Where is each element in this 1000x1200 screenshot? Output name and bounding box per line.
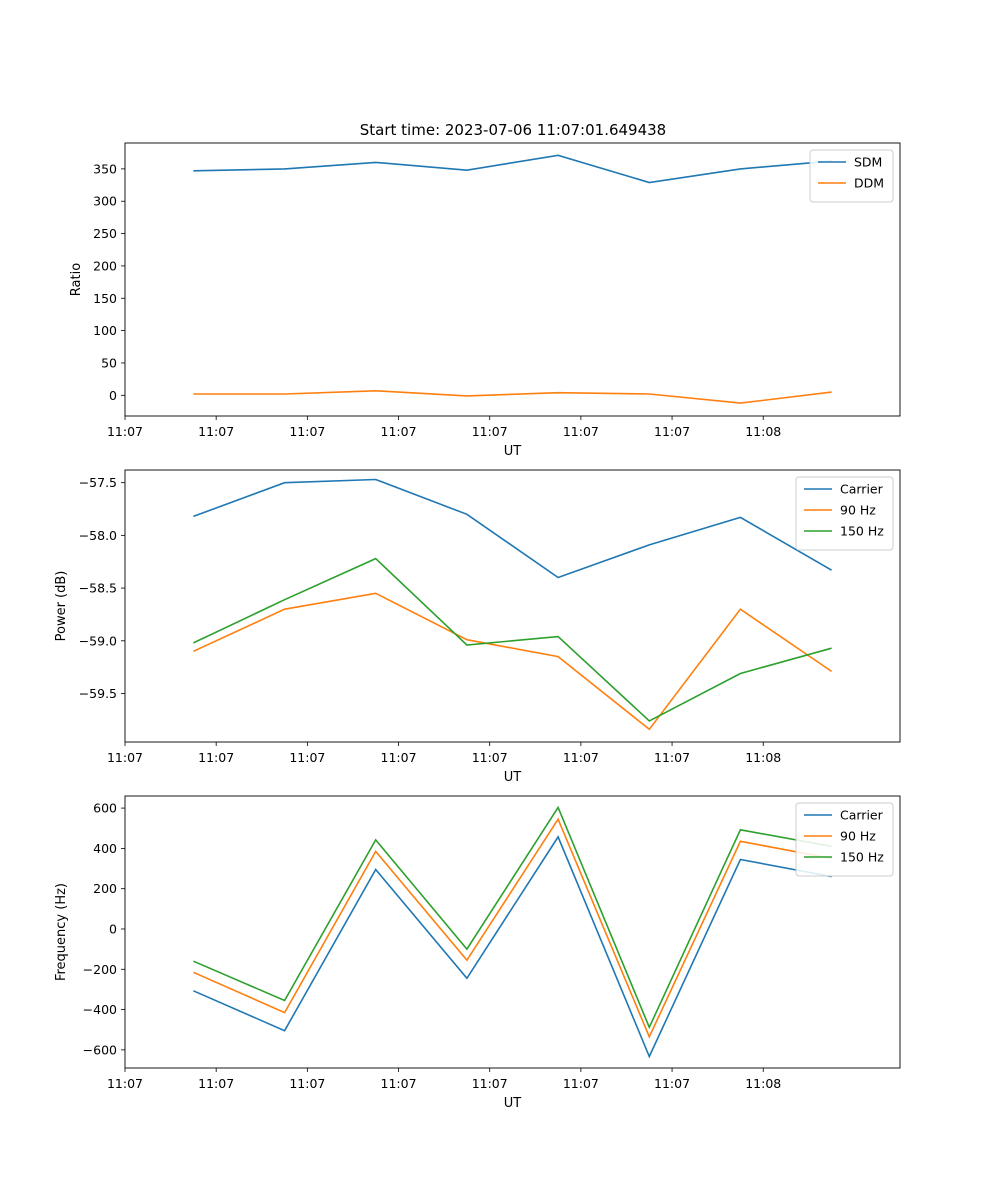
x-tick-label: 11:07 (107, 1076, 143, 1091)
legend-label: Carrier (840, 808, 884, 823)
series-line-90-hz (193, 817, 832, 1039)
x-tick-label: 11:07 (563, 424, 599, 439)
y-tick-label: −600 (83, 1042, 117, 1057)
x-tick-label: 11:07 (381, 424, 417, 439)
x-tick-label: 11:07 (198, 1076, 234, 1091)
series-line-carrier (193, 478, 833, 579)
x-tick-label: 11:08 (745, 1076, 781, 1091)
x-tick-label: 11:07 (381, 1076, 417, 1091)
x-tick-label: 11:07 (654, 1076, 690, 1091)
y-tick-label: 200 (93, 258, 117, 273)
y-tick-label: 0 (109, 921, 117, 936)
series-line-carrier (193, 835, 832, 1059)
axes-frame (124, 142, 901, 417)
y-tick-label: 350 (93, 161, 117, 176)
y-tick-label: −58.0 (79, 528, 117, 543)
y-tick-label: 300 (93, 194, 117, 209)
x-axis-label: UT (504, 770, 522, 785)
legend-label: DDM (854, 176, 884, 191)
series-line-ddm (193, 389, 832, 404)
y-tick-label: −400 (83, 1002, 117, 1017)
y-tick-label: 200 (93, 881, 117, 896)
series-line-150-hz (193, 805, 832, 1030)
y-tick-label: −58.5 (79, 581, 117, 596)
x-tick-label: 11:07 (654, 424, 690, 439)
legend-label: 150 Hz (840, 524, 884, 539)
y-axis-label: Frequency (Hz) (54, 883, 69, 981)
series-line-sdm (193, 154, 832, 184)
series-line-150-hz (193, 557, 832, 722)
x-tick-label: 11:07 (289, 424, 325, 439)
x-axis-label: UT (504, 1096, 522, 1111)
ratio-panel: 11:07 11:07 11:07 11:07 11:07 11:07 11:07 11:08… (69, 142, 901, 459)
x-tick-label: 11:07 (472, 750, 508, 765)
x-tick-label: 11:08 (745, 424, 781, 439)
power-panel: 11:07 11:07 11:07 11:07 11:07 11:07 11:07 11:08… (54, 469, 901, 785)
x-tick-label: 11:07 (472, 1076, 508, 1091)
legend-box (809, 149, 894, 203)
y-tick-label: 100 (93, 323, 117, 338)
x-tick-label: 11:07 (198, 424, 234, 439)
legend-label: SDM (854, 155, 882, 170)
x-tick-label: 11:07 (198, 750, 234, 765)
axes-frame (124, 795, 901, 1069)
y-tick-label: 0 (109, 388, 117, 403)
legend-label: 90 Hz (840, 829, 876, 844)
x-tick-label: 11:07 (654, 750, 690, 765)
x-tick-label: 11:07 (563, 1076, 599, 1091)
y-tick-label: 400 (93, 841, 117, 856)
y-tick-label: −59.5 (79, 686, 117, 701)
y-tick-label: 50 (101, 355, 117, 370)
x-tick-label: 11:07 (472, 424, 508, 439)
x-axis-label: UT (504, 444, 522, 459)
series-line-90-hz (193, 592, 833, 731)
legend-label: 150 Hz (840, 850, 884, 865)
y-tick-label: −57.5 (79, 475, 117, 490)
frequency-panel: 11:07 11:07 11:07 11:07 11:07 11:07 11:07 11:08… (54, 795, 901, 1111)
x-tick-label: 11:07 (563, 750, 599, 765)
x-tick-label: 11:07 (289, 750, 325, 765)
x-tick-label: 11:07 (107, 750, 143, 765)
legend-label: 90 Hz (840, 503, 876, 518)
x-tick-label: 11:07 (381, 750, 417, 765)
y-tick-label: 150 (93, 291, 117, 306)
y-axis-label: Power (dB) (54, 571, 69, 642)
y-tick-label: 250 (93, 226, 117, 241)
axes-frame (124, 469, 901, 743)
y-axis-label: Ratio (69, 263, 84, 296)
figure-title: Start time: 2023-07-06 11:07:01.649438 (360, 121, 666, 139)
y-tick-label: −200 (83, 962, 117, 977)
x-tick-label: 11:07 (289, 1076, 325, 1091)
x-tick-label: 11:08 (745, 750, 781, 765)
y-tick-label: −59.0 (79, 633, 117, 648)
y-tick-label: 600 (93, 801, 117, 816)
legend-label: Carrier (840, 482, 884, 497)
x-tick-label: 11:07 (107, 424, 143, 439)
